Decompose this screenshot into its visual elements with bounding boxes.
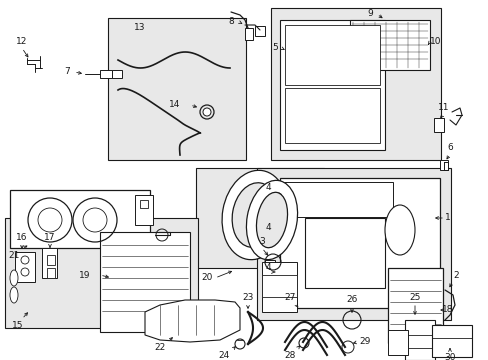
Bar <box>404 320 434 360</box>
Text: 24: 24 <box>218 351 229 360</box>
Text: 19: 19 <box>79 270 91 279</box>
Text: 15: 15 <box>12 320 24 329</box>
Bar <box>280 178 439 308</box>
Text: 6: 6 <box>446 144 452 153</box>
Text: 13: 13 <box>134 23 145 32</box>
Bar <box>100 70 112 78</box>
Bar <box>283 182 392 217</box>
Text: 10: 10 <box>429 37 441 46</box>
Text: 7: 7 <box>64 68 70 77</box>
Bar <box>244 28 252 40</box>
Text: 4: 4 <box>264 184 270 193</box>
Bar <box>15 252 35 282</box>
Ellipse shape <box>232 183 277 247</box>
Ellipse shape <box>246 180 297 260</box>
Bar <box>349 20 429 70</box>
Ellipse shape <box>10 287 18 303</box>
Bar <box>42 248 57 278</box>
Bar <box>262 262 296 312</box>
Bar <box>10 190 150 248</box>
Bar <box>254 26 264 36</box>
Bar <box>439 160 447 170</box>
Bar <box>108 18 245 160</box>
Bar <box>387 268 442 343</box>
Polygon shape <box>145 300 240 342</box>
Text: 26: 26 <box>346 296 357 305</box>
Text: 4: 4 <box>264 224 270 233</box>
Bar <box>140 200 148 208</box>
Bar <box>262 275 296 297</box>
Text: 18: 18 <box>441 306 453 315</box>
Text: 20: 20 <box>201 274 212 283</box>
Bar <box>431 325 471 357</box>
Text: 29: 29 <box>359 338 370 346</box>
Bar <box>100 232 190 332</box>
Text: 25: 25 <box>408 293 420 302</box>
Bar <box>5 218 198 328</box>
Text: 27: 27 <box>284 293 295 302</box>
Text: 4: 4 <box>264 264 270 273</box>
Text: 11: 11 <box>437 104 449 112</box>
Bar <box>257 168 450 320</box>
Text: 5: 5 <box>271 44 277 53</box>
Text: 30: 30 <box>443 354 455 360</box>
Circle shape <box>203 108 210 116</box>
Text: 17: 17 <box>44 234 56 243</box>
Bar <box>112 70 122 78</box>
Text: 28: 28 <box>284 351 295 360</box>
Text: 21: 21 <box>8 251 20 260</box>
Bar <box>280 20 384 150</box>
Text: 14: 14 <box>169 100 181 109</box>
Bar <box>196 168 324 268</box>
Text: 9: 9 <box>366 9 372 18</box>
Text: 8: 8 <box>228 18 233 27</box>
Text: 12: 12 <box>16 37 28 46</box>
Bar <box>285 88 379 143</box>
Bar <box>47 255 55 265</box>
Text: 22: 22 <box>154 343 165 352</box>
Ellipse shape <box>384 205 414 255</box>
Text: 23: 23 <box>242 293 253 302</box>
Bar <box>433 118 443 132</box>
Bar <box>305 218 384 288</box>
Text: 1: 1 <box>444 213 450 222</box>
Bar <box>47 268 55 278</box>
Bar <box>387 330 407 355</box>
Text: 16: 16 <box>16 233 28 242</box>
Text: 2: 2 <box>452 270 458 279</box>
Ellipse shape <box>10 270 18 286</box>
Ellipse shape <box>222 170 287 260</box>
Ellipse shape <box>256 192 287 248</box>
Bar <box>270 8 440 160</box>
Bar <box>135 195 153 225</box>
Bar <box>285 25 379 85</box>
Text: 3: 3 <box>259 238 264 247</box>
Bar <box>264 260 274 272</box>
